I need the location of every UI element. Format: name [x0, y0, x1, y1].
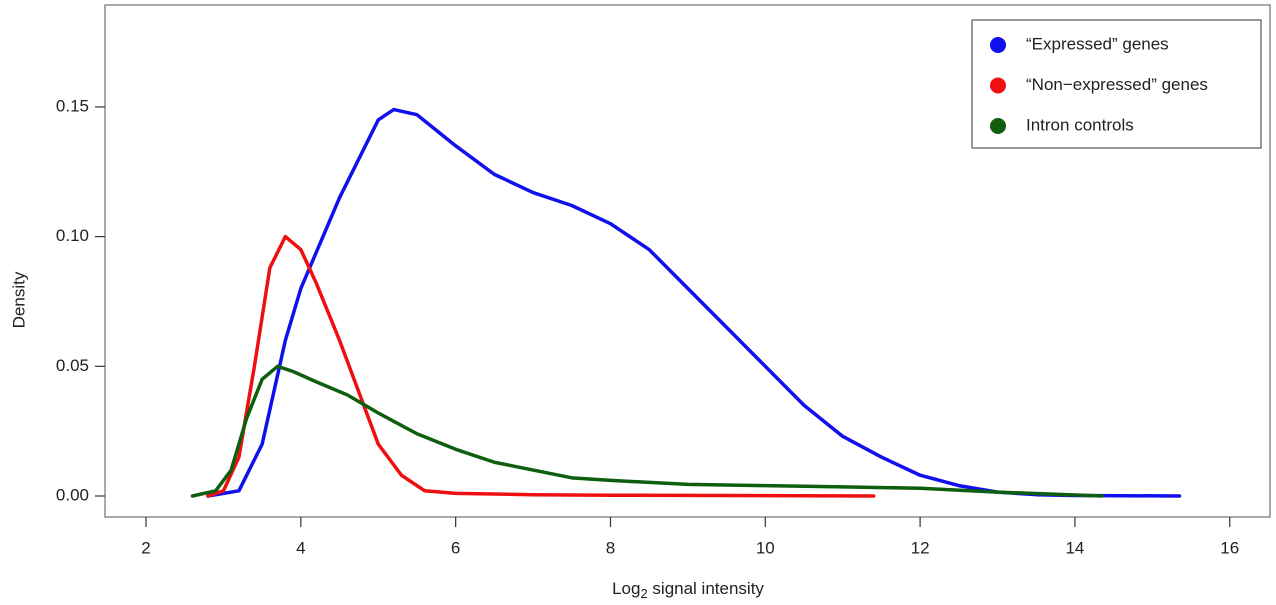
- y-tick-label: 0.10: [56, 226, 89, 245]
- x-tick-label: 2: [141, 538, 150, 557]
- legend-label: “Expressed” genes: [1026, 34, 1169, 53]
- x-tick-label: 12: [911, 538, 930, 557]
- x-tick-label: 10: [756, 538, 775, 557]
- density-line: [206, 107, 1182, 498]
- legend-label: “Non−expressed” genes: [1026, 75, 1208, 94]
- density-line: [206, 234, 876, 498]
- legend-marker: [990, 37, 1006, 53]
- x-tick-label: 14: [1065, 538, 1084, 557]
- x-tick-label: 6: [451, 538, 460, 557]
- x-tick-label: 8: [606, 538, 615, 557]
- legend-label: Intron controls: [1026, 115, 1134, 134]
- plot-frame: [104, 4, 1271, 518]
- x-tick-label: 4: [296, 538, 305, 557]
- legend-marker: [990, 118, 1006, 134]
- x-label-base: Log: [612, 579, 640, 598]
- x-label-rest: signal intensity: [648, 579, 765, 598]
- x-label-subscript: 2: [640, 586, 647, 601]
- density-line: [190, 364, 1104, 498]
- y-tick-label: 0.15: [56, 96, 89, 115]
- y-axis-label: Density: [9, 271, 28, 328]
- legend-box: [971, 19, 1262, 149]
- y-tick-label: 0.00: [56, 485, 89, 504]
- x-axis-label: Log2 signal intensity: [612, 579, 764, 601]
- x-tick-label: 16: [1220, 538, 1239, 557]
- y-tick-label: 0.05: [56, 356, 89, 375]
- legend-marker: [990, 77, 1006, 94]
